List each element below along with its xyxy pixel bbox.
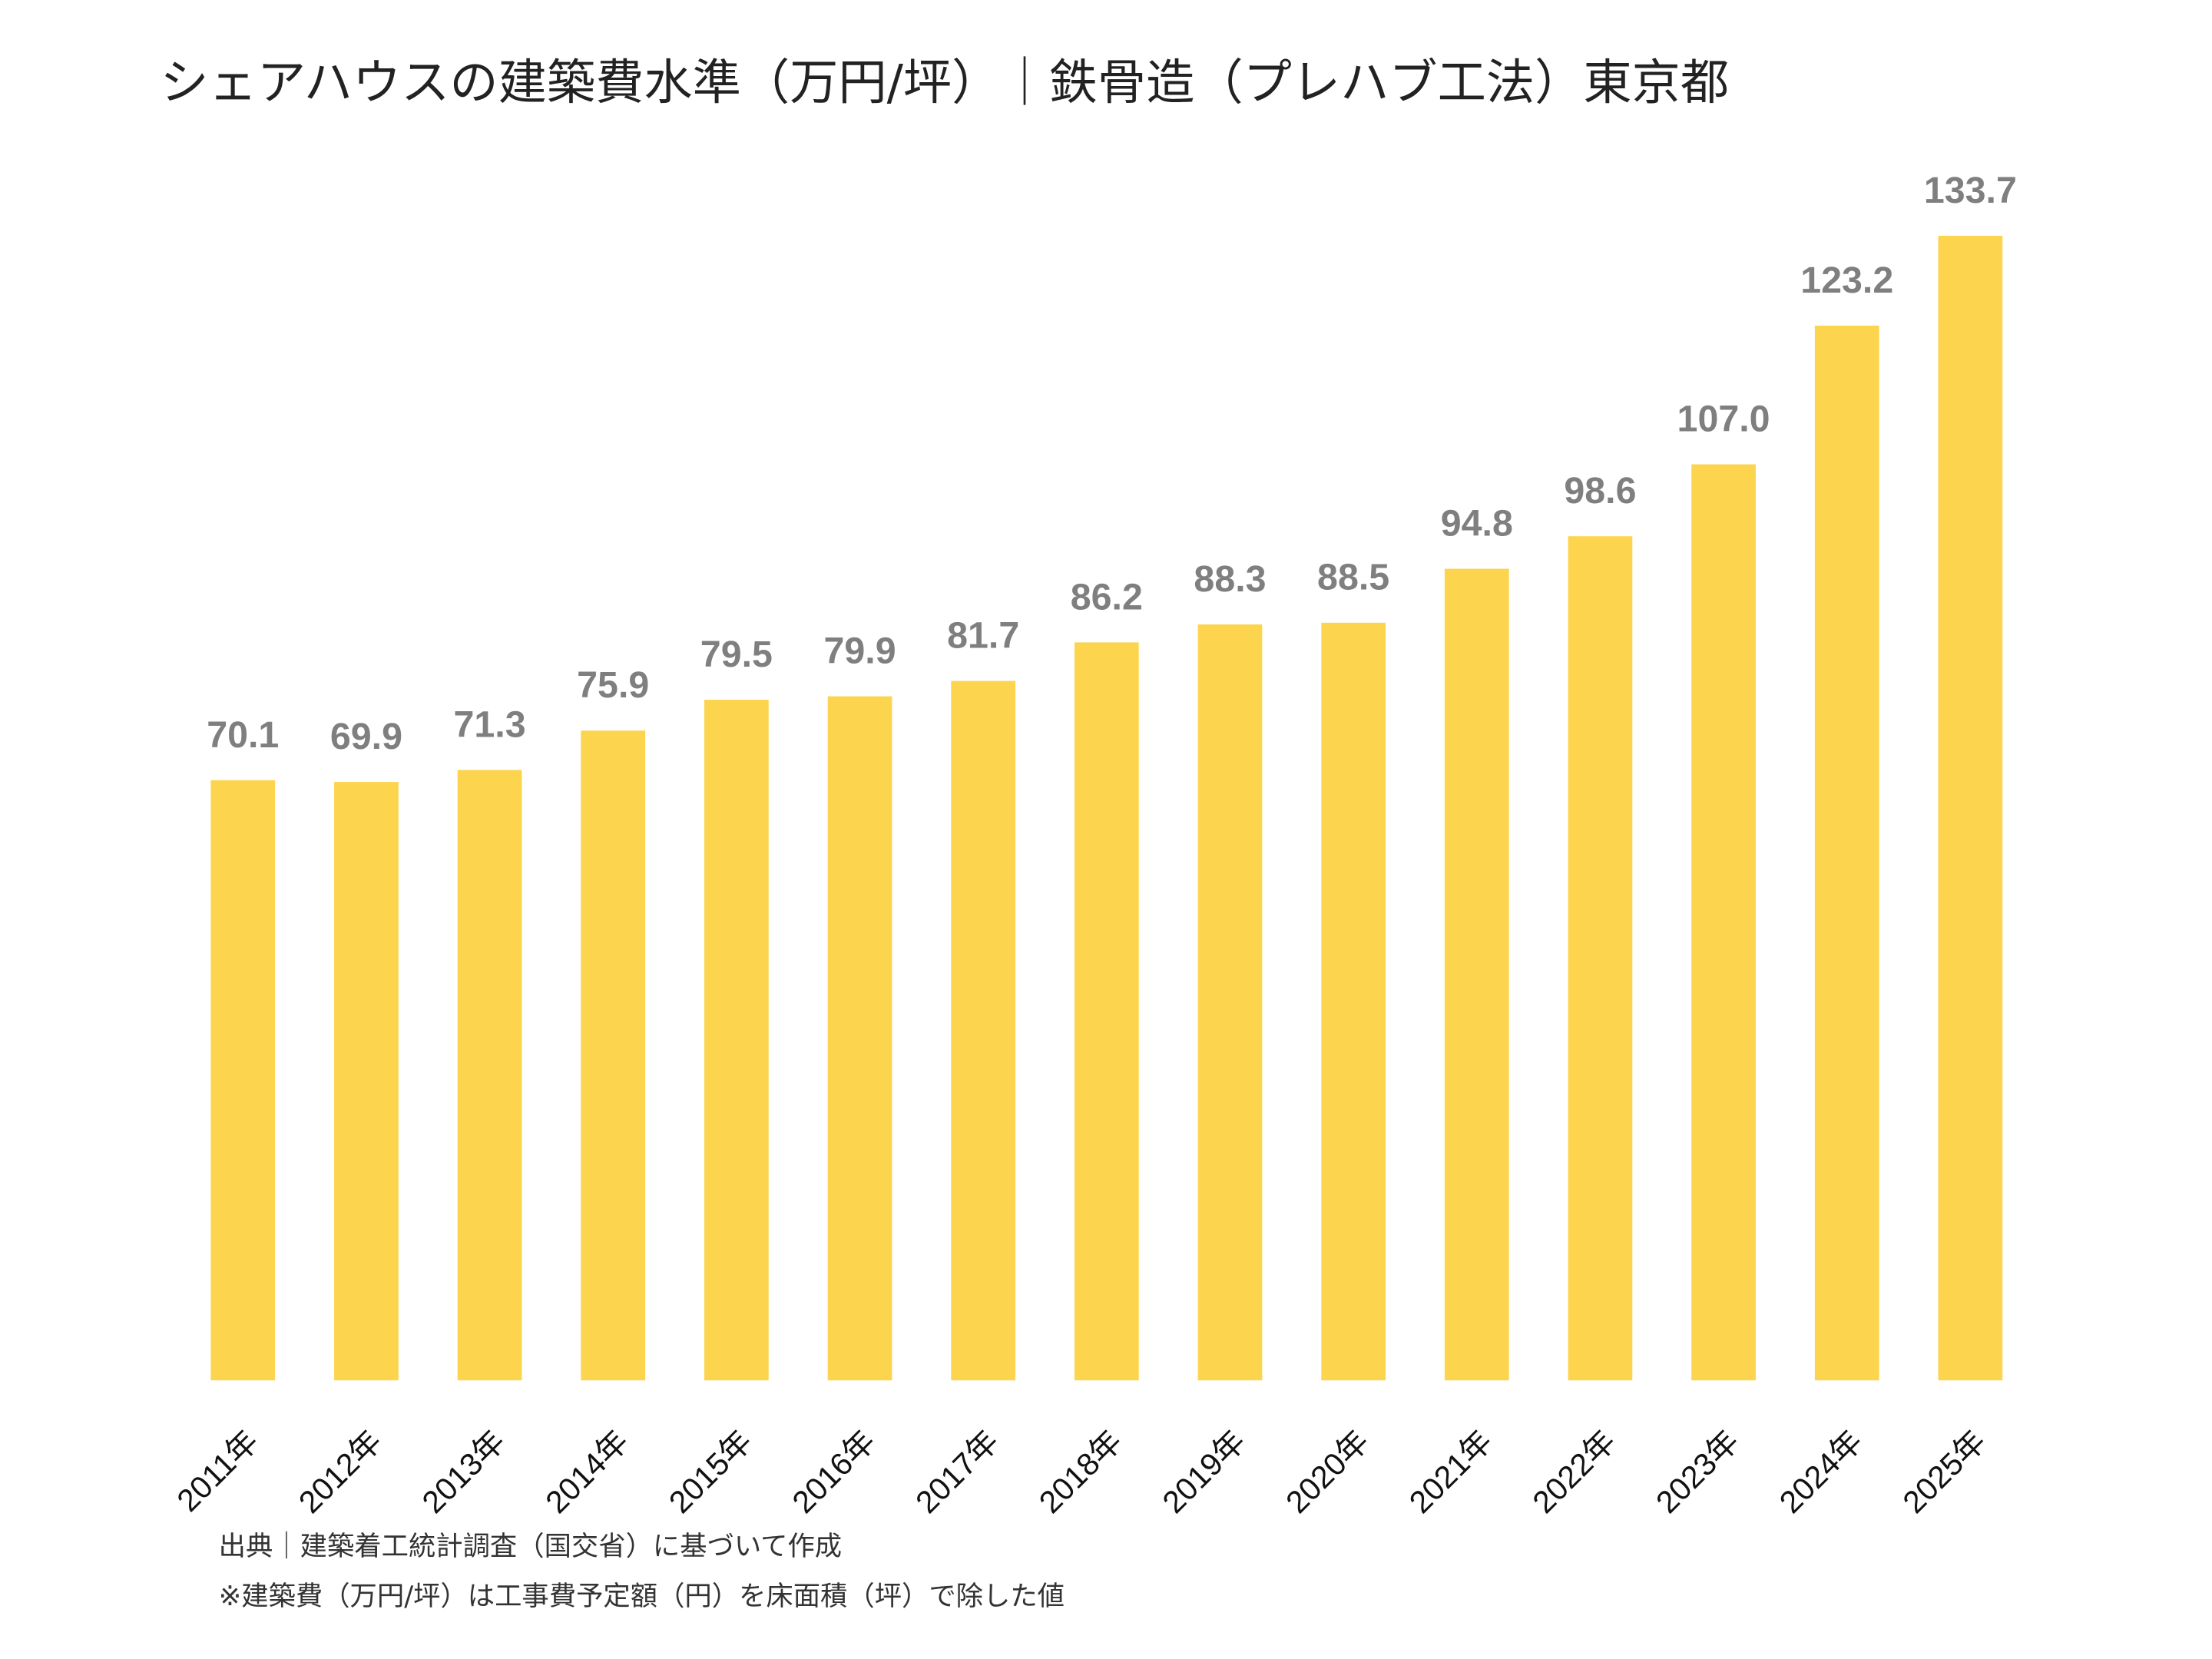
bar [1691, 464, 1756, 1381]
bar [581, 730, 646, 1381]
value-label: 70.1 [207, 714, 279, 756]
value-label: 123.2 [1800, 260, 1893, 301]
bar [1197, 624, 1263, 1381]
x-tick-label: 2017年 [909, 1423, 1005, 1520]
value-label: 94.8 [1441, 503, 1513, 545]
x-tick-label: 2025年 [1896, 1423, 1992, 1520]
value-label: 71.3 [454, 704, 526, 745]
bar [1568, 536, 1633, 1381]
x-tick-label: 2024年 [1773, 1423, 1869, 1520]
x-tick-label: 2013年 [416, 1423, 512, 1520]
x-tick-label: 2016年 [786, 1423, 882, 1520]
value-label: 133.7 [1924, 170, 2017, 211]
x-tick-label: 2018年 [1032, 1423, 1129, 1520]
x-tick-label: 2012年 [292, 1423, 389, 1520]
value-label: 86.2 [1071, 576, 1143, 618]
bar [1074, 642, 1139, 1381]
source-note: 出典｜建築着工統計調査（国交省）に基づいて作成 [219, 1531, 842, 1562]
value-label: 81.7 [947, 615, 1019, 657]
bar [1321, 622, 1386, 1381]
bar [210, 780, 276, 1381]
bar [1814, 326, 1879, 1381]
footnote: ※建築費（万円/坪）は工事費予定額（円）を床面積（坪）で除した値 [219, 1581, 1065, 1612]
x-tick-label: 2011年 [170, 1423, 265, 1518]
bar [457, 770, 522, 1381]
x-tick-label: 2015年 [662, 1423, 759, 1520]
value-label: 75.9 [577, 664, 649, 706]
x-tick-label: 2022年 [1525, 1423, 1622, 1520]
x-tick-label: 2019年 [1156, 1423, 1253, 1520]
value-label: 88.5 [1317, 557, 1389, 598]
bar [334, 782, 399, 1381]
value-label: 107.0 [1677, 399, 1770, 440]
value-label: 69.9 [330, 716, 402, 757]
x-tick-label: 2020年 [1279, 1423, 1376, 1520]
x-tick-label: 2021年 [1402, 1423, 1499, 1520]
value-label: 88.3 [1194, 558, 1266, 600]
value-label: 98.6 [1564, 470, 1636, 512]
bar [704, 700, 769, 1381]
bar [951, 680, 1016, 1381]
value-label: 79.9 [823, 631, 896, 672]
bar [827, 696, 892, 1381]
bar [1444, 568, 1509, 1381]
bar [1938, 235, 2003, 1381]
x-tick-label: 2023年 [1649, 1423, 1746, 1520]
value-label: 79.5 [700, 634, 773, 675]
chart-title: シェアハウスの建築費水準（万円/坪）｜鉄骨造（プレハブ工法）東京都 [160, 54, 1729, 111]
x-tick-label: 2014年 [538, 1423, 635, 1520]
